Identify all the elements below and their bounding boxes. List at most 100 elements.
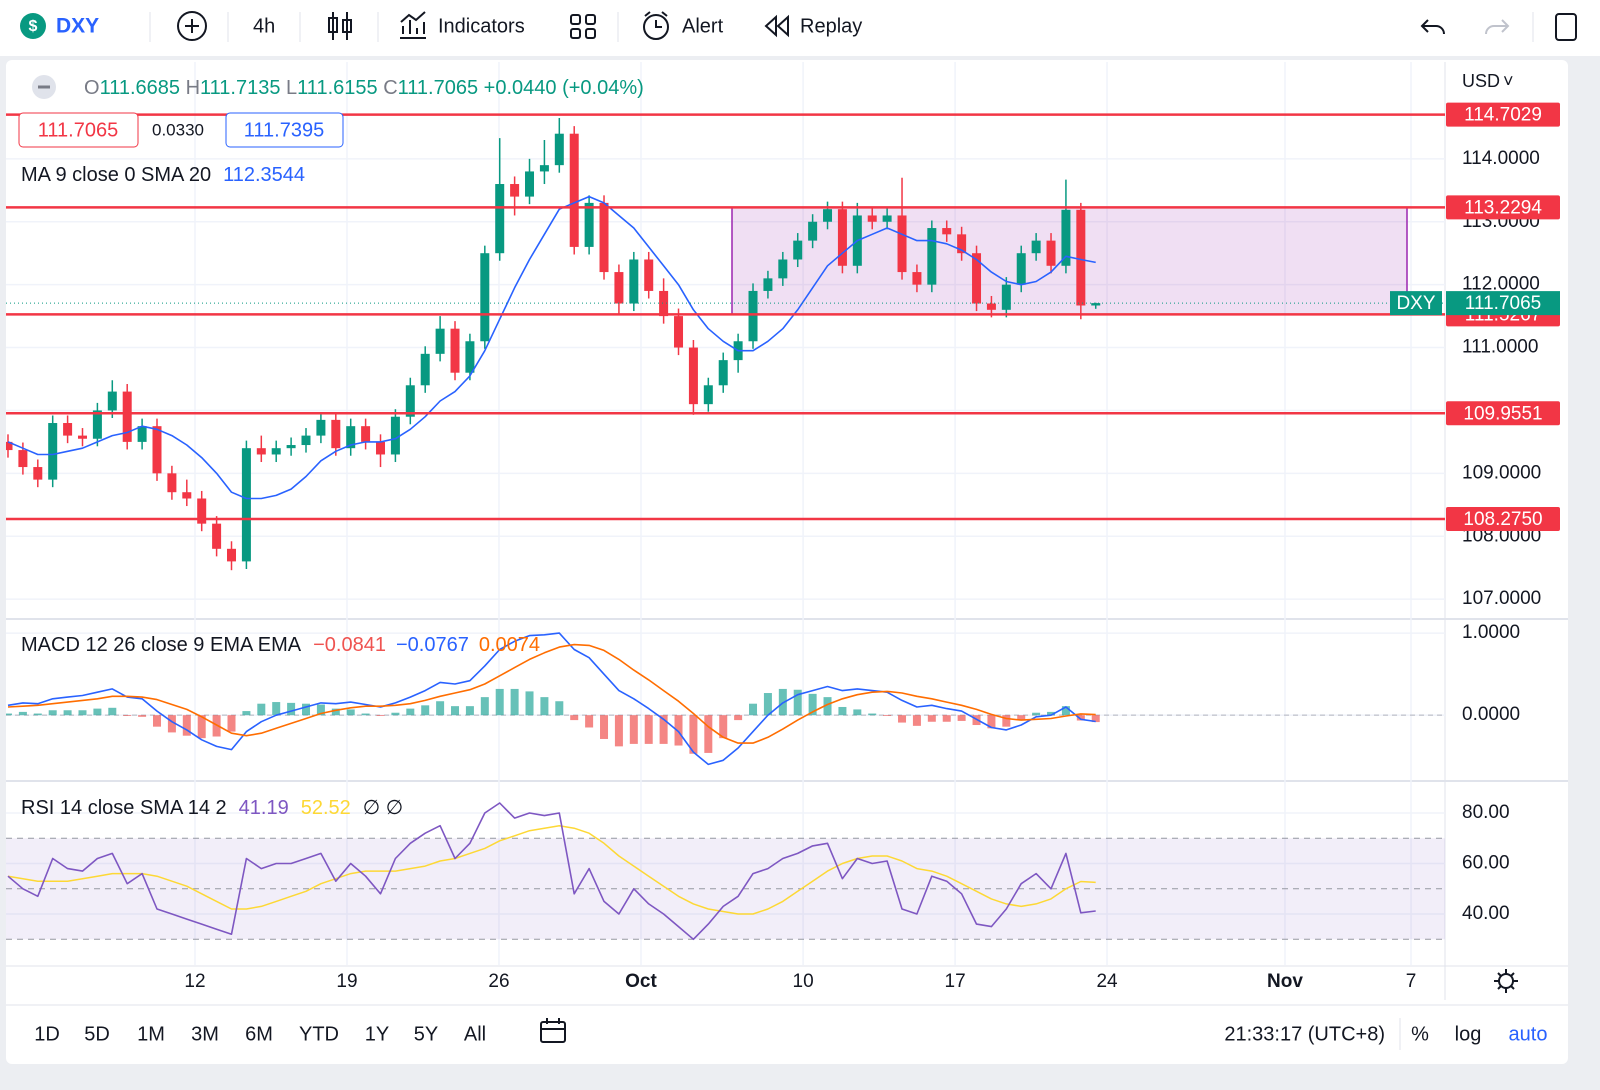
auto-button[interactable]: auto — [1509, 1023, 1548, 1045]
range-button[interactable]: 3M — [191, 1023, 219, 1045]
macd-histogram-bar — [734, 715, 743, 721]
y-tick-label: 40.00 — [1462, 903, 1510, 924]
macd-histogram-bar — [108, 707, 117, 716]
rsi-legend: RSI 14 close SMA 14 2 41.19 52.52 ∅ ∅ — [21, 797, 403, 819]
range-button[interactable]: 1D — [34, 1023, 60, 1045]
level-label-bg — [1446, 102, 1560, 127]
macd-histogram-bar — [763, 693, 772, 716]
macd-histogram-bar — [1091, 715, 1100, 723]
candle-body — [718, 360, 728, 386]
candle-body — [837, 209, 847, 266]
range-button[interactable]: 6M — [245, 1023, 273, 1045]
macd-line — [7, 632, 1096, 766]
macd-histogram-bar — [1061, 706, 1070, 716]
layout-button[interactable] — [570, 14, 596, 39]
y-tick-label: 112.0000 — [1462, 274, 1540, 295]
range-button[interactable]: 1Y — [365, 1023, 389, 1045]
candle-body — [1031, 240, 1041, 254]
rsi-line — [7, 802, 1096, 941]
close: 111.7065 — [398, 77, 478, 99]
y-tick-label: 109.0000 — [1462, 462, 1541, 483]
currency-bg — [1446, 64, 1566, 94]
candle-body — [137, 426, 147, 442]
candle-body — [972, 253, 982, 304]
candle-body — [748, 290, 758, 342]
macd-label: MACD 12 26 close 9 EMA EMA — [21, 634, 302, 656]
low-key: L — [286, 77, 297, 99]
macd-histogram-bar — [644, 715, 653, 744]
log-button[interactable]: log — [1455, 1023, 1482, 1045]
candle-body — [420, 353, 430, 386]
range-button[interactable]: 5Y — [414, 1023, 438, 1045]
candle-body — [286, 445, 296, 449]
macd-histogram-bar — [421, 705, 430, 716]
level-label-bg — [1446, 195, 1560, 220]
candle-body — [405, 385, 415, 417]
interval-button[interactable]: 4h — [253, 15, 275, 37]
compare-button[interactable] — [177, 11, 207, 41]
date-range-button[interactable] — [540, 1018, 566, 1043]
range-button[interactable]: All — [464, 1023, 486, 1045]
macd-histogram-bar — [272, 702, 281, 716]
candle-body — [897, 215, 907, 273]
macd-histogram-bar — [33, 713, 42, 716]
candle-body — [539, 165, 549, 172]
alert-button[interactable]: Alert — [643, 11, 724, 40]
candle-body — [376, 441, 386, 455]
chart-type-button[interactable] — [328, 12, 352, 40]
macd-histogram-bar — [361, 713, 370, 716]
replay-label: Replay — [800, 15, 862, 37]
buy-box[interactable] — [225, 112, 344, 148]
change-percent: (+0.04%) — [562, 77, 644, 99]
last-price-bg — [1446, 291, 1560, 316]
candle-body — [1001, 284, 1011, 310]
indicators-button[interactable]: Indicators — [400, 11, 525, 39]
x-tick-label: 7 — [1406, 971, 1417, 992]
candle-body — [1091, 303, 1101, 306]
sell-box[interactable] — [18, 112, 139, 148]
macd-histogram-bar — [570, 715, 579, 721]
candle-body — [316, 419, 326, 436]
range-button[interactable]: 1M — [137, 1023, 165, 1045]
candle-body — [450, 328, 460, 373]
rsi-ma-line — [7, 824, 1096, 915]
currency-button[interactable]: USD ˅ — [1462, 71, 1514, 91]
candle-body — [808, 221, 818, 241]
level-label-bg — [1446, 401, 1560, 426]
candle-body — [212, 523, 222, 549]
body — [342, 19, 352, 33]
alert-hands — [644, 11, 668, 28]
plus — [185, 19, 199, 33]
x-tick-label: Nov — [1267, 971, 1303, 992]
candle-body — [569, 133, 579, 247]
macd-histogram-bar — [987, 715, 996, 729]
calendar — [540, 1021, 566, 1043]
range-button[interactable]: 5D — [84, 1023, 110, 1045]
replay-button[interactable]: Replay — [764, 14, 862, 38]
bid: 111.7065 — [38, 119, 118, 141]
clock: 21:33:17 (UTC+8) — [1224, 1023, 1385, 1045]
macd-histogram-bar — [1047, 711, 1056, 716]
redo-button[interactable] — [1485, 19, 1510, 35]
candle-body — [614, 272, 624, 304]
macd-legend: MACD 12 26 close 9 EMA EMA −0.0841 −0.0767… — [21, 634, 540, 656]
macd-histogram-bar — [436, 701, 445, 716]
undo-button[interactable] — [1420, 19, 1445, 35]
symbol-button[interactable]: $ DXY — [20, 13, 99, 39]
settings-button[interactable] — [1494, 969, 1518, 993]
level-label: 109.9551 — [1463, 403, 1542, 424]
candle-body — [957, 234, 967, 254]
macd-hist-value: −0.0841 — [313, 634, 386, 656]
macd-histogram-bar — [853, 709, 862, 716]
macd-histogram-bar — [465, 706, 474, 716]
fullscreen-button[interactable] — [1555, 13, 1577, 41]
percent-button[interactable]: % — [1411, 1023, 1429, 1045]
macd-histogram-bar — [614, 715, 623, 747]
candle-body — [763, 278, 773, 291]
macd-histogram-bar — [540, 697, 549, 716]
open: 111.6685 — [100, 77, 180, 99]
range-button[interactable]: YTD — [299, 1023, 339, 1045]
replay-icon — [764, 14, 789, 38]
macd-histogram-bar — [927, 715, 936, 722]
chevron: ˅ — [1503, 71, 1514, 91]
